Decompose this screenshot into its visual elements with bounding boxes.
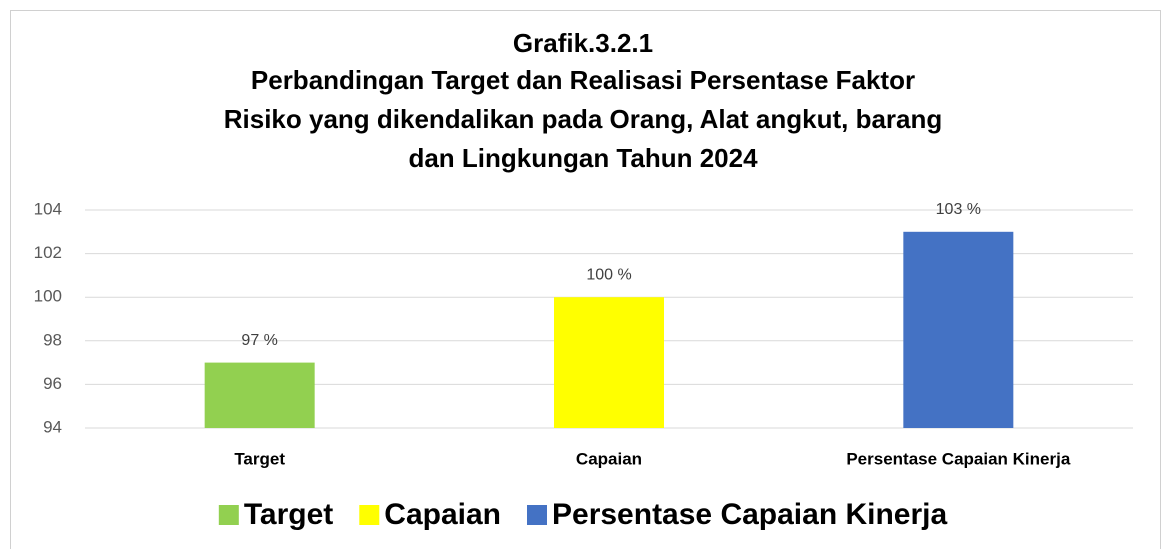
- x-tick-label: Persentase Capaian Kinerja: [846, 449, 1070, 468]
- bar: [204, 362, 315, 428]
- y-tick-label: 94: [43, 417, 62, 436]
- legend-swatch: [527, 505, 547, 525]
- data-label: 100 %: [586, 266, 631, 283]
- y-tick-label: 100: [34, 287, 62, 306]
- legend-swatch: [359, 505, 380, 525]
- chart-title: Risiko yang dikendalikan pada Orang, Ala…: [224, 104, 943, 134]
- legend-label: Capaian: [384, 498, 501, 531]
- legend-label: Target: [244, 498, 333, 531]
- y-tick-label: 96: [43, 374, 62, 393]
- chart-title: Grafik.3.2.1: [513, 28, 653, 58]
- y-tick-label: 102: [34, 243, 62, 262]
- y-tick-label: 98: [43, 330, 62, 349]
- data-label: 97 %: [241, 332, 277, 349]
- legend-label: Persentase Capaian Kinerja: [552, 498, 948, 531]
- data-label: 103 %: [936, 201, 981, 218]
- y-tick-label: 104: [34, 199, 62, 218]
- legend-swatch: [218, 505, 239, 525]
- x-tick-label: Target: [234, 449, 285, 468]
- x-tick-label: Capaian: [576, 449, 642, 468]
- bar: [554, 297, 664, 428]
- bar: [903, 231, 1014, 428]
- chart-title: Perbandingan Target dan Realisasi Persen…: [251, 65, 915, 95]
- chart-title: dan Lingkungan Tahun 2024: [408, 143, 758, 173]
